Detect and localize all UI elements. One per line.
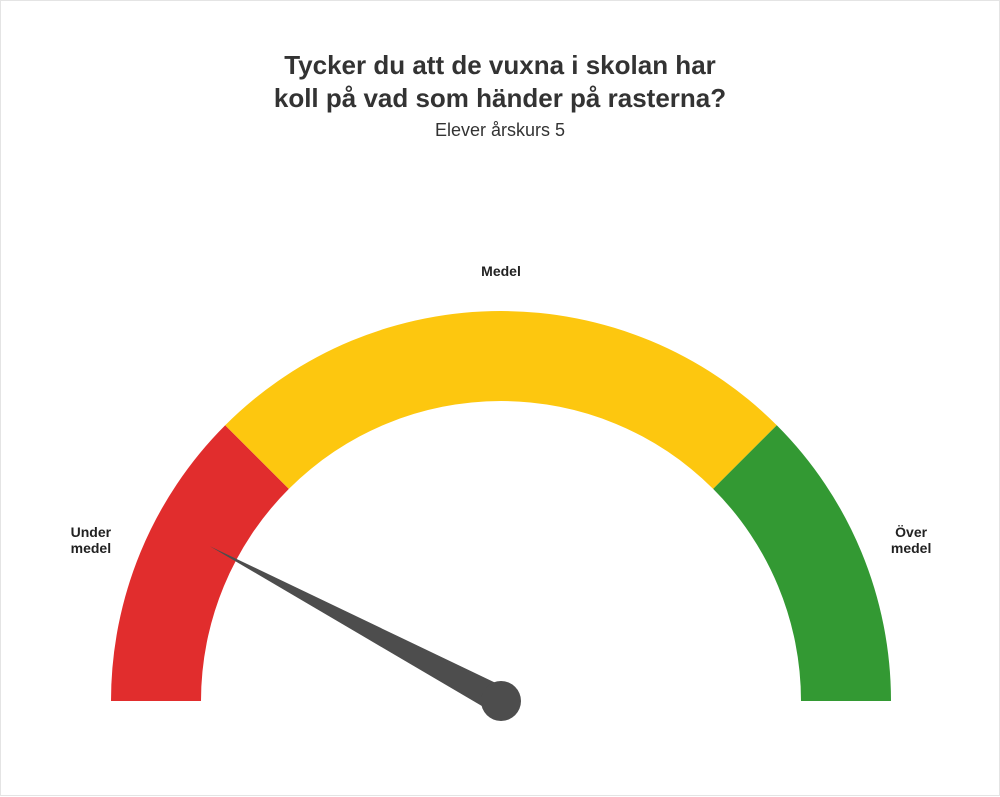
gauge-segment-1 xyxy=(225,311,777,489)
gauge-segment-label-2: Över medel xyxy=(891,523,931,555)
gauge-segment-0 xyxy=(111,425,289,701)
gauge-hub xyxy=(481,681,521,721)
gauge-segment-label-1: Medel xyxy=(481,263,521,279)
chart-frame: Tycker du att de vuxna i skolan har koll… xyxy=(0,0,1000,796)
gauge-chart xyxy=(1,1,1000,797)
gauge-segment-label-0: Under medel xyxy=(71,523,111,555)
gauge-needle xyxy=(210,546,508,713)
gauge-segment-2 xyxy=(713,425,891,701)
